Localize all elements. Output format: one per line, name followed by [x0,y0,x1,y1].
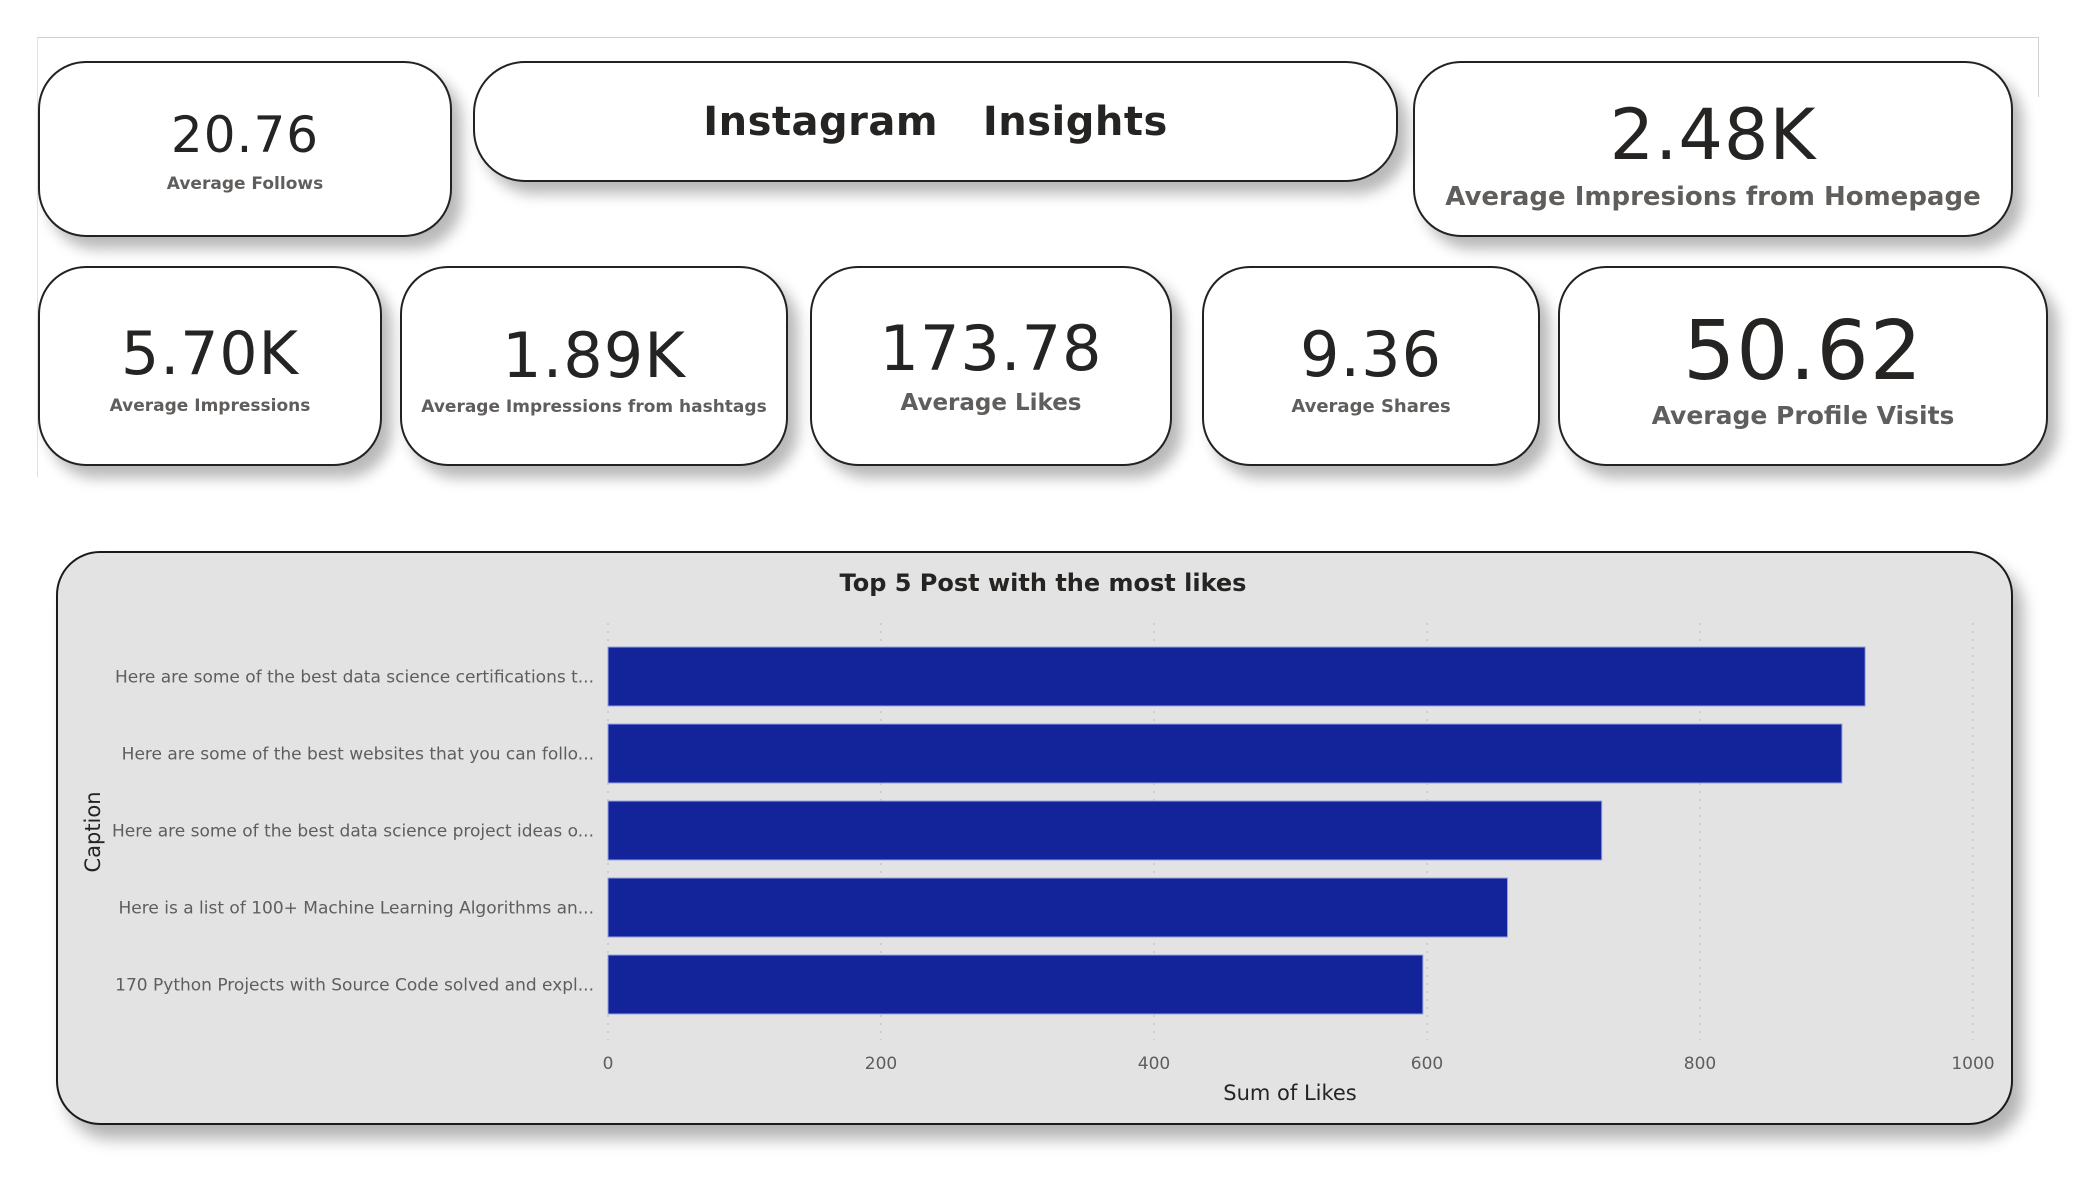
kpi-label: Average Impressions from hashtags [421,396,767,417]
kpi-label: Average Impressions [109,395,311,416]
kpi-label: Average Profile Visits [1651,400,1955,430]
category-label: Here are some of the best data science p… [112,822,594,842]
kpi-card-average-profile-visits[interactable]: 50.62 Average Profile Visits [1558,266,2048,466]
chart-category-labels: Here are some of the best data science c… [112,668,594,996]
kpi-value: 173.78 [879,311,1103,385]
x-tick-label: 0 [603,1054,614,1074]
kpi-card-average-impressions[interactable]: 5.70K Average Impressions [38,266,382,466]
kpi-label: Average Shares [1291,396,1451,417]
x-axis-title: Sum of Likes [1223,1081,1357,1105]
x-tick-label: 600 [1411,1054,1443,1074]
x-tick-label: 400 [1138,1054,1170,1074]
chart-title: Top 5 Post with the most likes [840,569,1247,597]
x-tick-label: 200 [865,1054,897,1074]
category-label: 170 Python Projects with Source Code sol… [115,976,594,996]
kpi-value: 5.70K [121,318,299,389]
bar[interactable] [607,800,1603,861]
kpi-label: Average Impresions from Homepage [1445,182,1981,212]
y-axis-title: Caption [81,791,105,872]
page-frame-left [37,37,38,477]
bar[interactable] [607,954,1424,1015]
chart-bars [607,646,1866,1015]
x-tick-label: 800 [1684,1054,1716,1074]
bar[interactable] [607,723,1843,784]
category-label: Here is a list of 100+ Machine Learning … [119,899,594,919]
chart-x-tick-labels: 0 200 400 600 800 1000 [603,1054,1995,1074]
kpi-value: 50.62 [1683,303,1923,399]
bar[interactable] [607,646,1866,707]
kpi-value: 1.89K [502,318,686,392]
kpi-card-average-likes[interactable]: 173.78 Average Likes [810,266,1172,466]
kpi-card-average-follows[interactable]: 20.76 Average Follows [38,61,452,237]
kpi-card-average-impressions-homepage[interactable]: 2.48K Average Impresions from Homepage [1413,61,2013,237]
kpi-card-average-shares[interactable]: 9.36 Average Shares [1202,266,1540,466]
kpi-value: 2.48K [1609,94,1817,176]
kpi-label: Average Likes [900,389,1082,416]
x-tick-label: 1000 [1951,1054,1994,1074]
dashboard-title-card: Instagram Insights [473,61,1398,182]
kpi-card-average-impressions-hashtags[interactable]: 1.89K Average Impressions from hashtags [400,266,788,466]
kpi-value: 20.76 [170,105,320,164]
bar[interactable] [607,877,1509,938]
kpi-label: Average Follows [166,173,324,194]
kpi-value: 9.36 [1299,318,1443,391]
dashboard-title: Instagram Insights [703,98,1168,145]
category-label: Here are some of the best data science c… [115,668,594,688]
category-label: Here are some of the best websites that … [122,745,594,765]
